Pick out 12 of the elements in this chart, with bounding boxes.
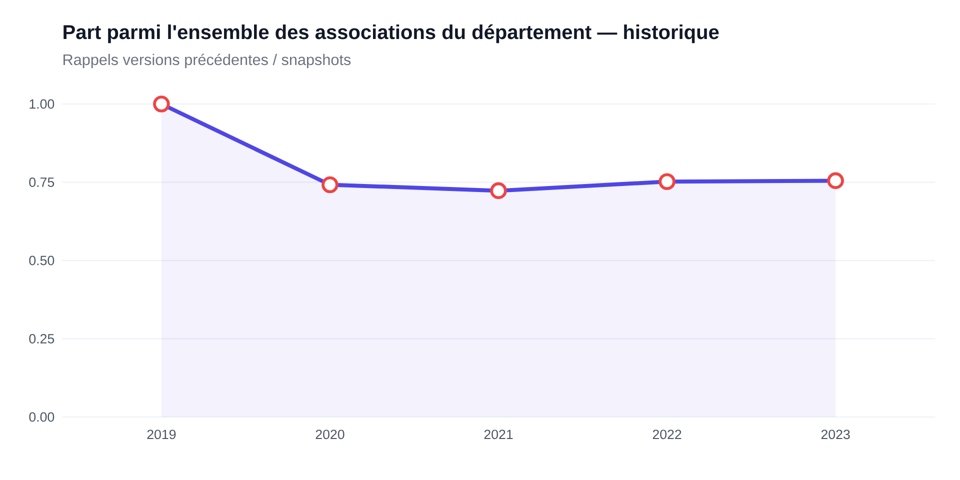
y-tick-label: 0.25 — [29, 334, 54, 344]
x-tick-label: 2023 — [821, 430, 850, 440]
y-tick-label: 0.75 — [29, 178, 54, 187]
y-tick-label: 0.00 — [29, 412, 54, 422]
x-tick-label: 2020 — [316, 430, 344, 440]
y-tick-label: 1.00 — [30, 99, 54, 109]
x-tick-label: 2021 — [484, 430, 513, 440]
chart-subtitle: Rappels versions précédentes / snapshots — [64, 54, 351, 68]
y-tick-label: 0.50 — [29, 256, 54, 266]
chart-title: Part parmi l'ensemble des associations du département — historique — [64, 24, 719, 44]
x-tick-label: 2022 — [652, 430, 682, 440]
x-tick-label: 2019 — [147, 430, 176, 440]
